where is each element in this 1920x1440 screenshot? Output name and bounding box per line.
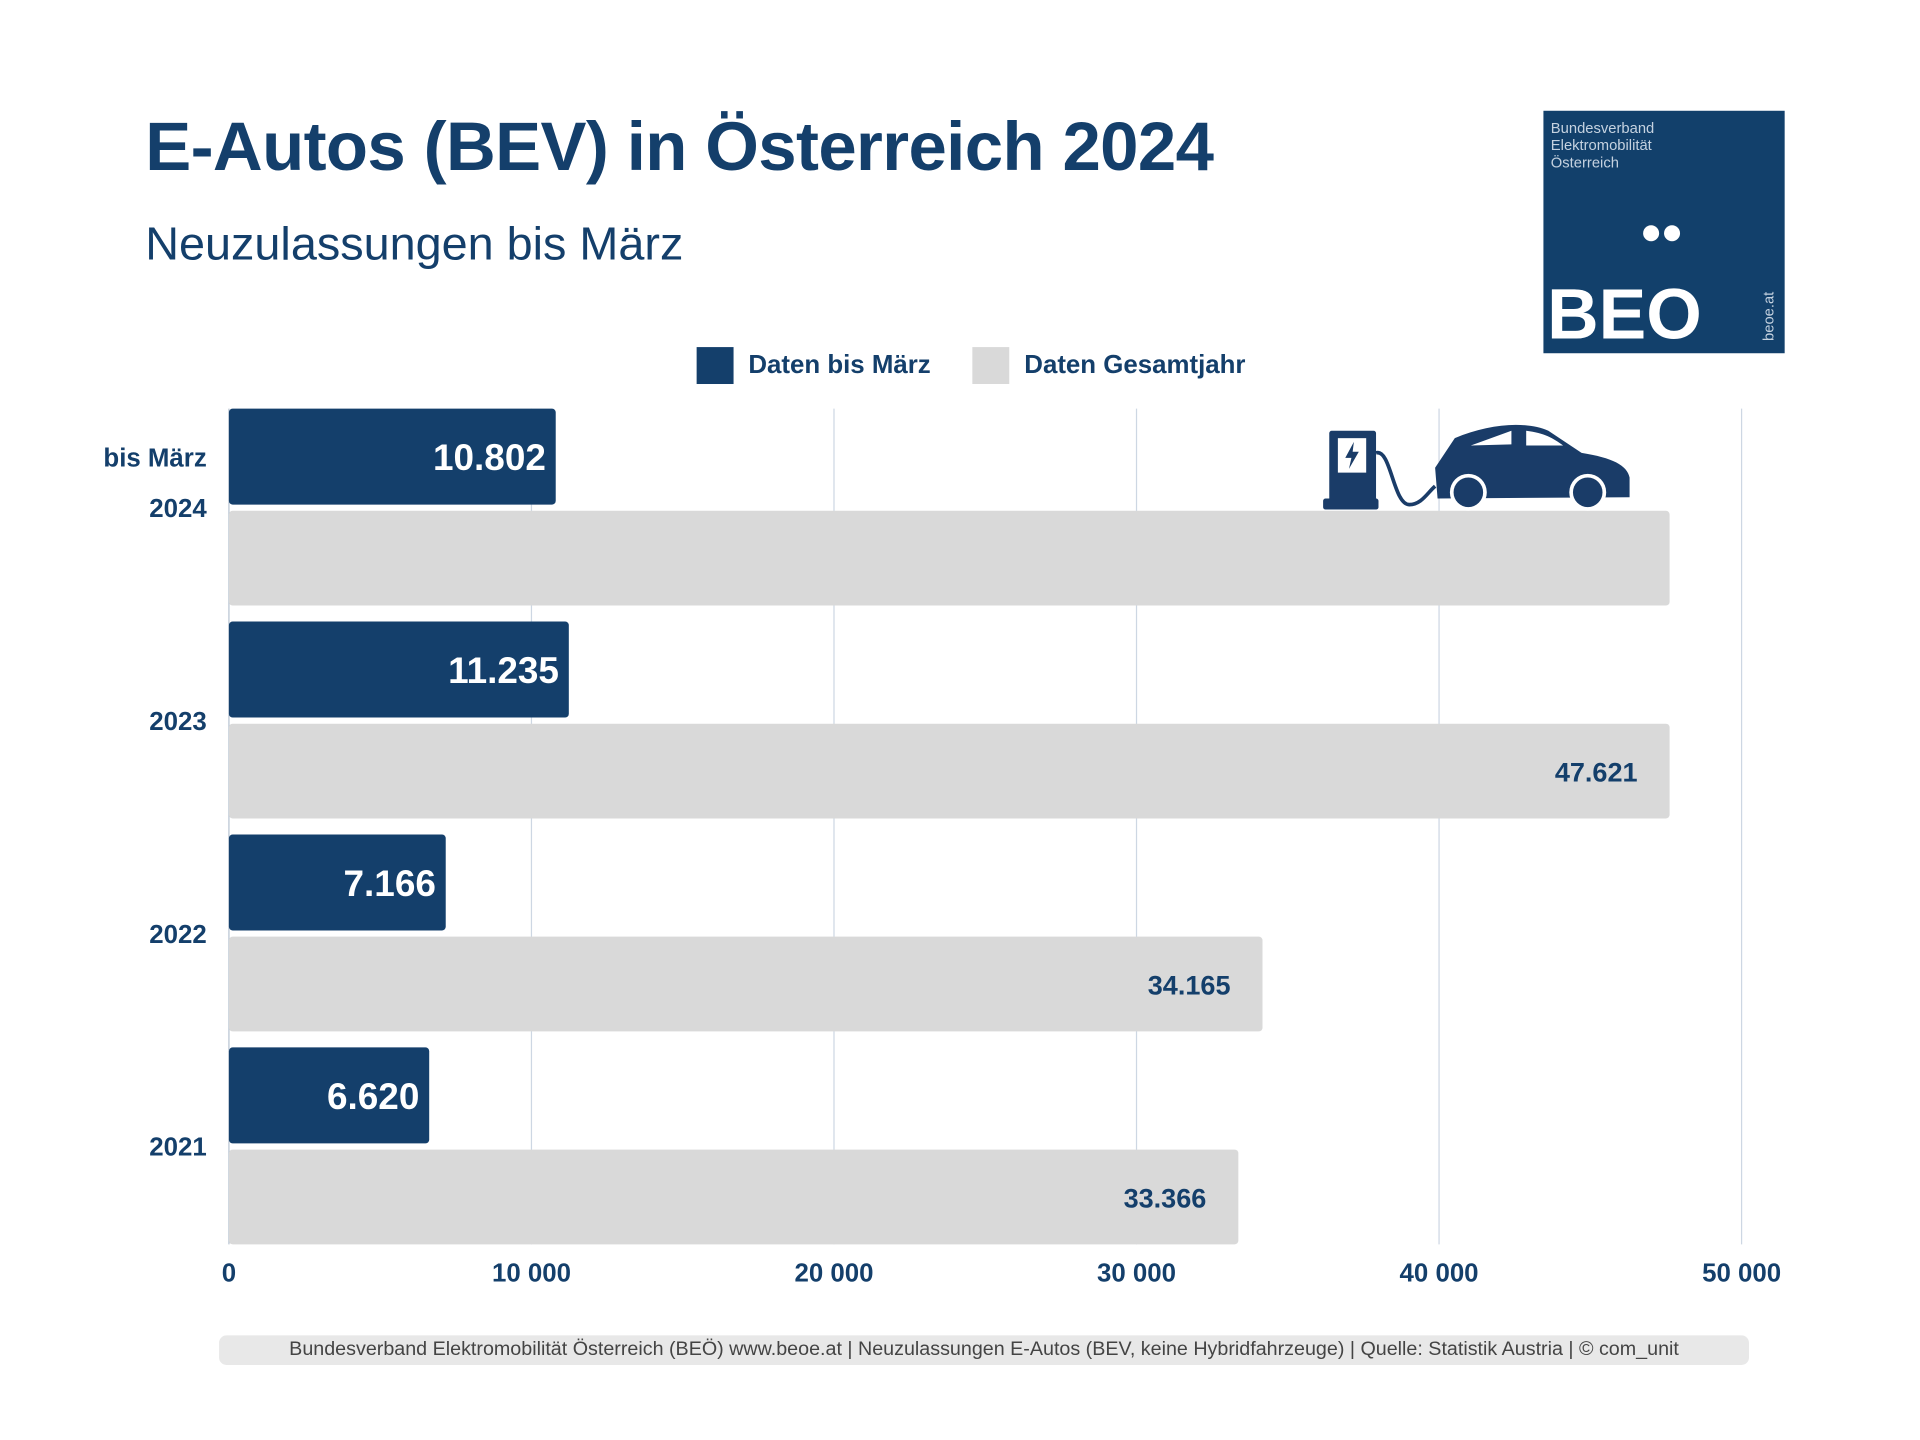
logo-line: Elektromobilität [1550, 136, 1652, 154]
logo-wordmark: BEO [1547, 274, 1702, 355]
logo-umlaut-dots [1643, 225, 1685, 247]
bar-march-2022 [228, 834, 446, 931]
x-tick-label: 20 000 [794, 1259, 873, 1287]
page-subtitle: Neuzulassungen bis März [145, 219, 684, 271]
bar-march-2021 [228, 1047, 430, 1144]
bar-label-march: 11.235 [448, 650, 559, 691]
bar-label-march: 10.802 [433, 437, 546, 478]
page-title: E-Autos (BEV) in Österreich 2024 [145, 107, 1214, 185]
logo-org-name: Bundesverband Elektromobilität Österreic… [1551, 119, 1654, 171]
bar-label-march: 6.620 [327, 1076, 419, 1117]
x-tick-label: 50 000 [1702, 1259, 1781, 1287]
legend-item-march: Daten bis März [696, 347, 931, 385]
bar-year-2024 [228, 510, 1670, 606]
ev-charging-car-icon [1323, 424, 1630, 511]
y-category-label: 2023 [149, 708, 206, 736]
bar-label-year: 47.621 [1555, 757, 1638, 788]
chart-legend: Daten bis März Daten Gesamtjahr [696, 347, 1288, 385]
bar-year-2023 [228, 723, 1670, 819]
x-tick-label: 10 000 [492, 1259, 571, 1287]
footer-source: Bundesverband Elektromobilität Österreic… [219, 1335, 1749, 1365]
legend-swatch [696, 347, 734, 385]
legend-label: Daten bis März [748, 350, 931, 380]
bar-march-2023 [228, 621, 569, 718]
logo-line: Österreich [1550, 153, 1619, 172]
y-category-label: 2021 [149, 1134, 206, 1162]
y-category-label: 2024 [149, 495, 207, 523]
x-tick-label: 30 000 [1097, 1259, 1176, 1287]
legend-label: Daten Gesamtjahr [1024, 350, 1246, 380]
bar-year-2022 [228, 936, 1263, 1032]
logo-line: Bundesverband [1550, 119, 1655, 137]
x-tick-label: 0 [222, 1259, 236, 1287]
beo-logo: Bundesverband Elektromobilität Österreic… [1543, 110, 1785, 355]
bar-label-march: 7.166 [344, 863, 436, 904]
legend-swatch [972, 347, 1010, 385]
y-category-label: 2022 [149, 921, 206, 949]
bar-year-2021 [228, 1149, 1239, 1245]
bar-march-2024 [228, 408, 556, 505]
bar-label-year: 34.165 [1148, 969, 1231, 1000]
x-tick-label: 40 000 [1400, 1259, 1479, 1287]
legend-item-year: Daten Gesamtjahr [972, 347, 1246, 385]
y-category-prefix: bis März [103, 444, 206, 472]
bar-label-year: 33.366 [1124, 1182, 1207, 1213]
